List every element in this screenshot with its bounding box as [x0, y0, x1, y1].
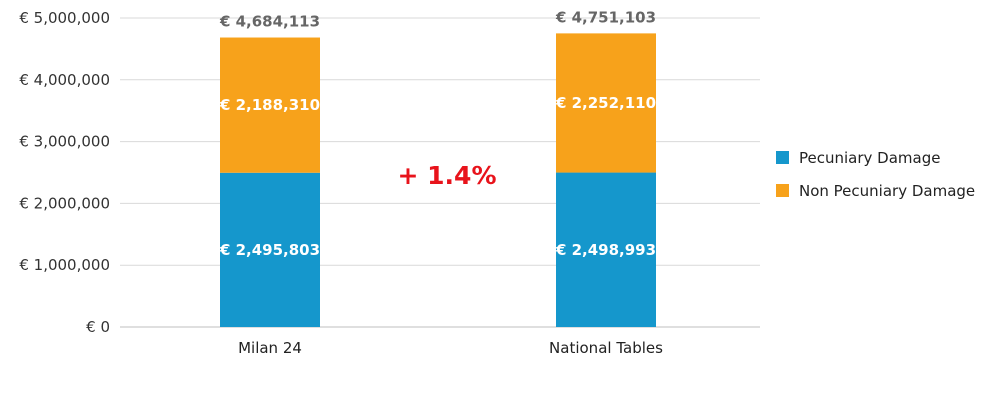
legend-swatch [776, 151, 789, 164]
y-tick-label: € 0 [86, 318, 110, 336]
x-category-label: Milan 24 [238, 339, 302, 357]
segment-value-label: € 2,495,803 [219, 241, 320, 259]
segment-value-label: € 2,252,110 [555, 94, 656, 112]
segment-value-label: € 2,188,310 [219, 96, 320, 114]
bar-segment-non-pecuniary [220, 37, 320, 173]
bars [220, 33, 656, 327]
y-tick-label: € 5,000,000 [19, 9, 110, 27]
bar-segment-pecuniary [220, 172, 320, 327]
y-tick-label: € 4,000,000 [19, 71, 110, 89]
y-tick-label: € 2,000,000 [19, 194, 110, 212]
y-tick-label: € 3,000,000 [19, 133, 110, 151]
segment-value-label: € 2,498,993 [555, 241, 656, 259]
bar-segment-pecuniary [556, 172, 656, 327]
legend-swatch [776, 184, 789, 197]
y-axis-tick-labels: € 0 € 1,000,000 € 2,000,000 € 3,000,000 € 4,… [19, 9, 110, 336]
y-tick-label: € 1,000,000 [19, 256, 110, 274]
annotations: + 1.4% [398, 161, 497, 190]
total-value-label: € 4,684,113 [219, 13, 320, 31]
legend-entry-label: Non Pecuniary Damage [799, 182, 975, 200]
x-category-label: National Tables [549, 339, 663, 357]
bar-segment-non-pecuniary [556, 33, 656, 173]
data-labels: € 2,495,803 € 2,188,310 € 4,684,113 € 2,498… [219, 8, 656, 258]
total-value-label: € 4,751,103 [555, 8, 656, 26]
x-axis-category-labels: Milan 24 National Tables [238, 339, 663, 357]
percent-change-annotation: + 1.4% [398, 161, 497, 190]
legend: Pecuniary Damage Non Pecuniary Damage [776, 149, 975, 200]
legend-entry-label: Pecuniary Damage [799, 149, 940, 167]
